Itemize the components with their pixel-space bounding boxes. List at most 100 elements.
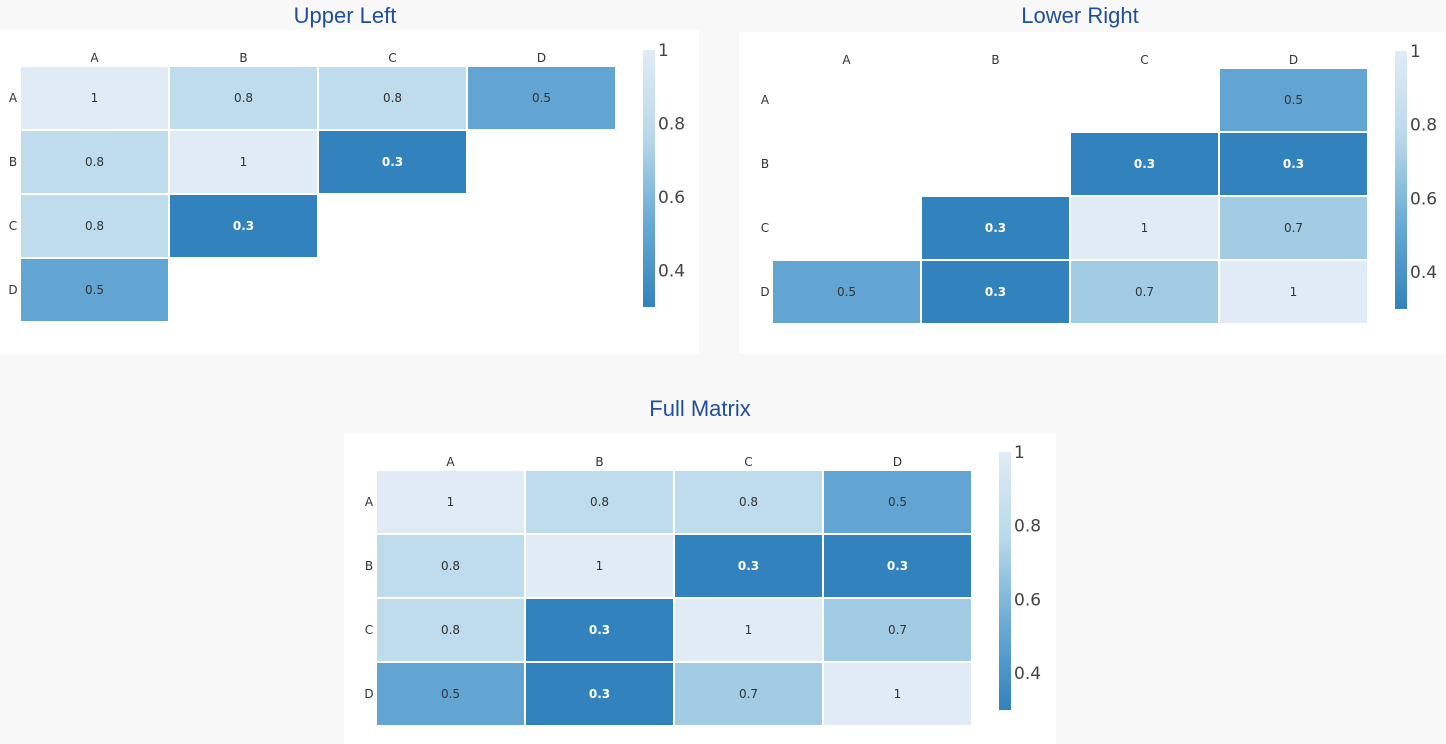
row-label: B xyxy=(9,155,17,169)
cell-value-label: 1 xyxy=(91,91,99,105)
cell-value-label: 0.7 xyxy=(1135,285,1154,299)
heatmap-cell[interactable] xyxy=(922,197,1069,259)
heatmap-cell[interactable] xyxy=(170,131,317,193)
cell-value-label: 0.5 xyxy=(532,91,551,105)
heatmap-cell[interactable] xyxy=(319,131,466,193)
column-label: A xyxy=(90,51,99,65)
heatmap-cell[interactable] xyxy=(1220,261,1367,323)
cell-value-label: 1 xyxy=(447,495,455,509)
heatmap-cell[interactable] xyxy=(1071,261,1218,323)
cell-value-label: 1 xyxy=(1290,285,1298,299)
heatmap-cell[interactable] xyxy=(1220,197,1367,259)
heatmap-cell[interactable] xyxy=(675,471,822,533)
row-label: A xyxy=(761,93,770,107)
row-label: B xyxy=(761,157,769,171)
heatmap-cell[interactable] xyxy=(824,599,971,661)
row-label: C xyxy=(9,219,17,233)
cell-value-label: 0.3 xyxy=(887,559,908,573)
heatmap-cell[interactable] xyxy=(526,599,673,661)
cell-value-label: 0.8 xyxy=(590,495,609,509)
column-label: B xyxy=(991,53,999,67)
heatmap-cell[interactable] xyxy=(526,663,673,725)
heatmap-cell[interactable] xyxy=(170,195,317,257)
cell-value-label: 0.3 xyxy=(738,559,759,573)
column-label: A xyxy=(842,53,851,67)
cell-value-label: 0.3 xyxy=(382,155,403,169)
colorbar-tick-label: 0.6 xyxy=(1014,590,1041,610)
heatmap-cell[interactable] xyxy=(170,67,317,129)
column-label: A xyxy=(446,455,455,469)
colorbar-tick-label: 1 xyxy=(1410,42,1421,62)
heatmap-cell[interactable] xyxy=(1071,197,1218,259)
row-label: D xyxy=(364,687,373,701)
heatmap-cell[interactable] xyxy=(377,663,524,725)
cell-value-label: 0.8 xyxy=(739,495,758,509)
column-label: B xyxy=(239,51,247,65)
colorbar-tick-label: 0.4 xyxy=(1014,664,1041,684)
heatmap-cell[interactable] xyxy=(675,535,822,597)
cell-value-label: 0.8 xyxy=(441,623,460,637)
chart-title: Full Matrix xyxy=(649,396,751,421)
cell-value-label: 0.5 xyxy=(85,283,104,297)
row-label: D xyxy=(8,283,17,297)
cell-value-label: 0.3 xyxy=(985,221,1006,235)
heatmap-cell[interactable] xyxy=(526,471,673,533)
cell-value-label: 0.5 xyxy=(1284,93,1303,107)
heatmap-cell[interactable] xyxy=(773,261,920,323)
row-label: D xyxy=(760,285,769,299)
cell-value-label: 0.7 xyxy=(888,623,907,637)
heatmap-cell[interactable] xyxy=(21,259,168,321)
cell-value-label: 0.7 xyxy=(739,687,758,701)
colorbar-tick-label: 0.6 xyxy=(1410,189,1437,209)
cell-value-label: 0.5 xyxy=(888,495,907,509)
heatmap-cell[interactable] xyxy=(1220,69,1367,131)
heatmap-cell[interactable] xyxy=(319,67,466,129)
row-label: C xyxy=(365,623,373,637)
column-label: C xyxy=(744,455,752,469)
column-label: C xyxy=(1140,53,1148,67)
cell-value-label: 1 xyxy=(894,687,902,701)
heatmap-cell[interactable] xyxy=(824,663,971,725)
cell-value-label: 0.8 xyxy=(85,155,104,169)
heatmap-cell[interactable] xyxy=(377,599,524,661)
heatmap-cell[interactable] xyxy=(675,599,822,661)
cell-value-label: 0.8 xyxy=(383,91,402,105)
cell-value-label: 1 xyxy=(596,559,604,573)
row-label: C xyxy=(761,221,769,235)
column-label: D xyxy=(1289,53,1298,67)
column-label: D xyxy=(537,51,546,65)
heatmap-cell[interactable] xyxy=(526,535,673,597)
heatmap-cell[interactable] xyxy=(21,67,168,129)
colorbar-tick-label: 0.8 xyxy=(1014,517,1041,537)
colorbar-tick-label: 1 xyxy=(658,41,669,61)
heatmap-cell[interactable] xyxy=(377,535,524,597)
cell-value-label: 0.5 xyxy=(441,687,460,701)
heatmap-cell[interactable] xyxy=(824,535,971,597)
heatmap-cell[interactable] xyxy=(21,131,168,193)
heatmap-cell[interactable] xyxy=(922,261,1069,323)
cell-value-label: 0.7 xyxy=(1284,221,1303,235)
heatmap-cell[interactable] xyxy=(675,663,822,725)
heatmap-cell[interactable] xyxy=(468,67,615,129)
cell-value-label: 0.3 xyxy=(1283,157,1304,171)
heatmap-cell[interactable] xyxy=(1071,133,1218,195)
colorbar-tick-label: 0.6 xyxy=(658,188,685,208)
row-label: A xyxy=(9,91,18,105)
chart-title: Lower Right xyxy=(1021,3,1139,28)
heatmap-cell[interactable] xyxy=(21,195,168,257)
cell-value-label: 0.8 xyxy=(441,559,460,573)
heatmap-cell[interactable] xyxy=(1220,133,1367,195)
cell-value-label: 0.8 xyxy=(85,219,104,233)
heatmap-cell[interactable] xyxy=(377,471,524,533)
colorbar xyxy=(999,452,1011,710)
cell-value-label: 0.5 xyxy=(837,285,856,299)
row-label: B xyxy=(365,559,373,573)
heatmap-cell[interactable] xyxy=(824,471,971,533)
cell-value-label: 0.8 xyxy=(234,91,253,105)
cell-value-label: 0.3 xyxy=(985,285,1006,299)
colorbar xyxy=(643,50,655,307)
cell-value-label: 1 xyxy=(1141,221,1149,235)
